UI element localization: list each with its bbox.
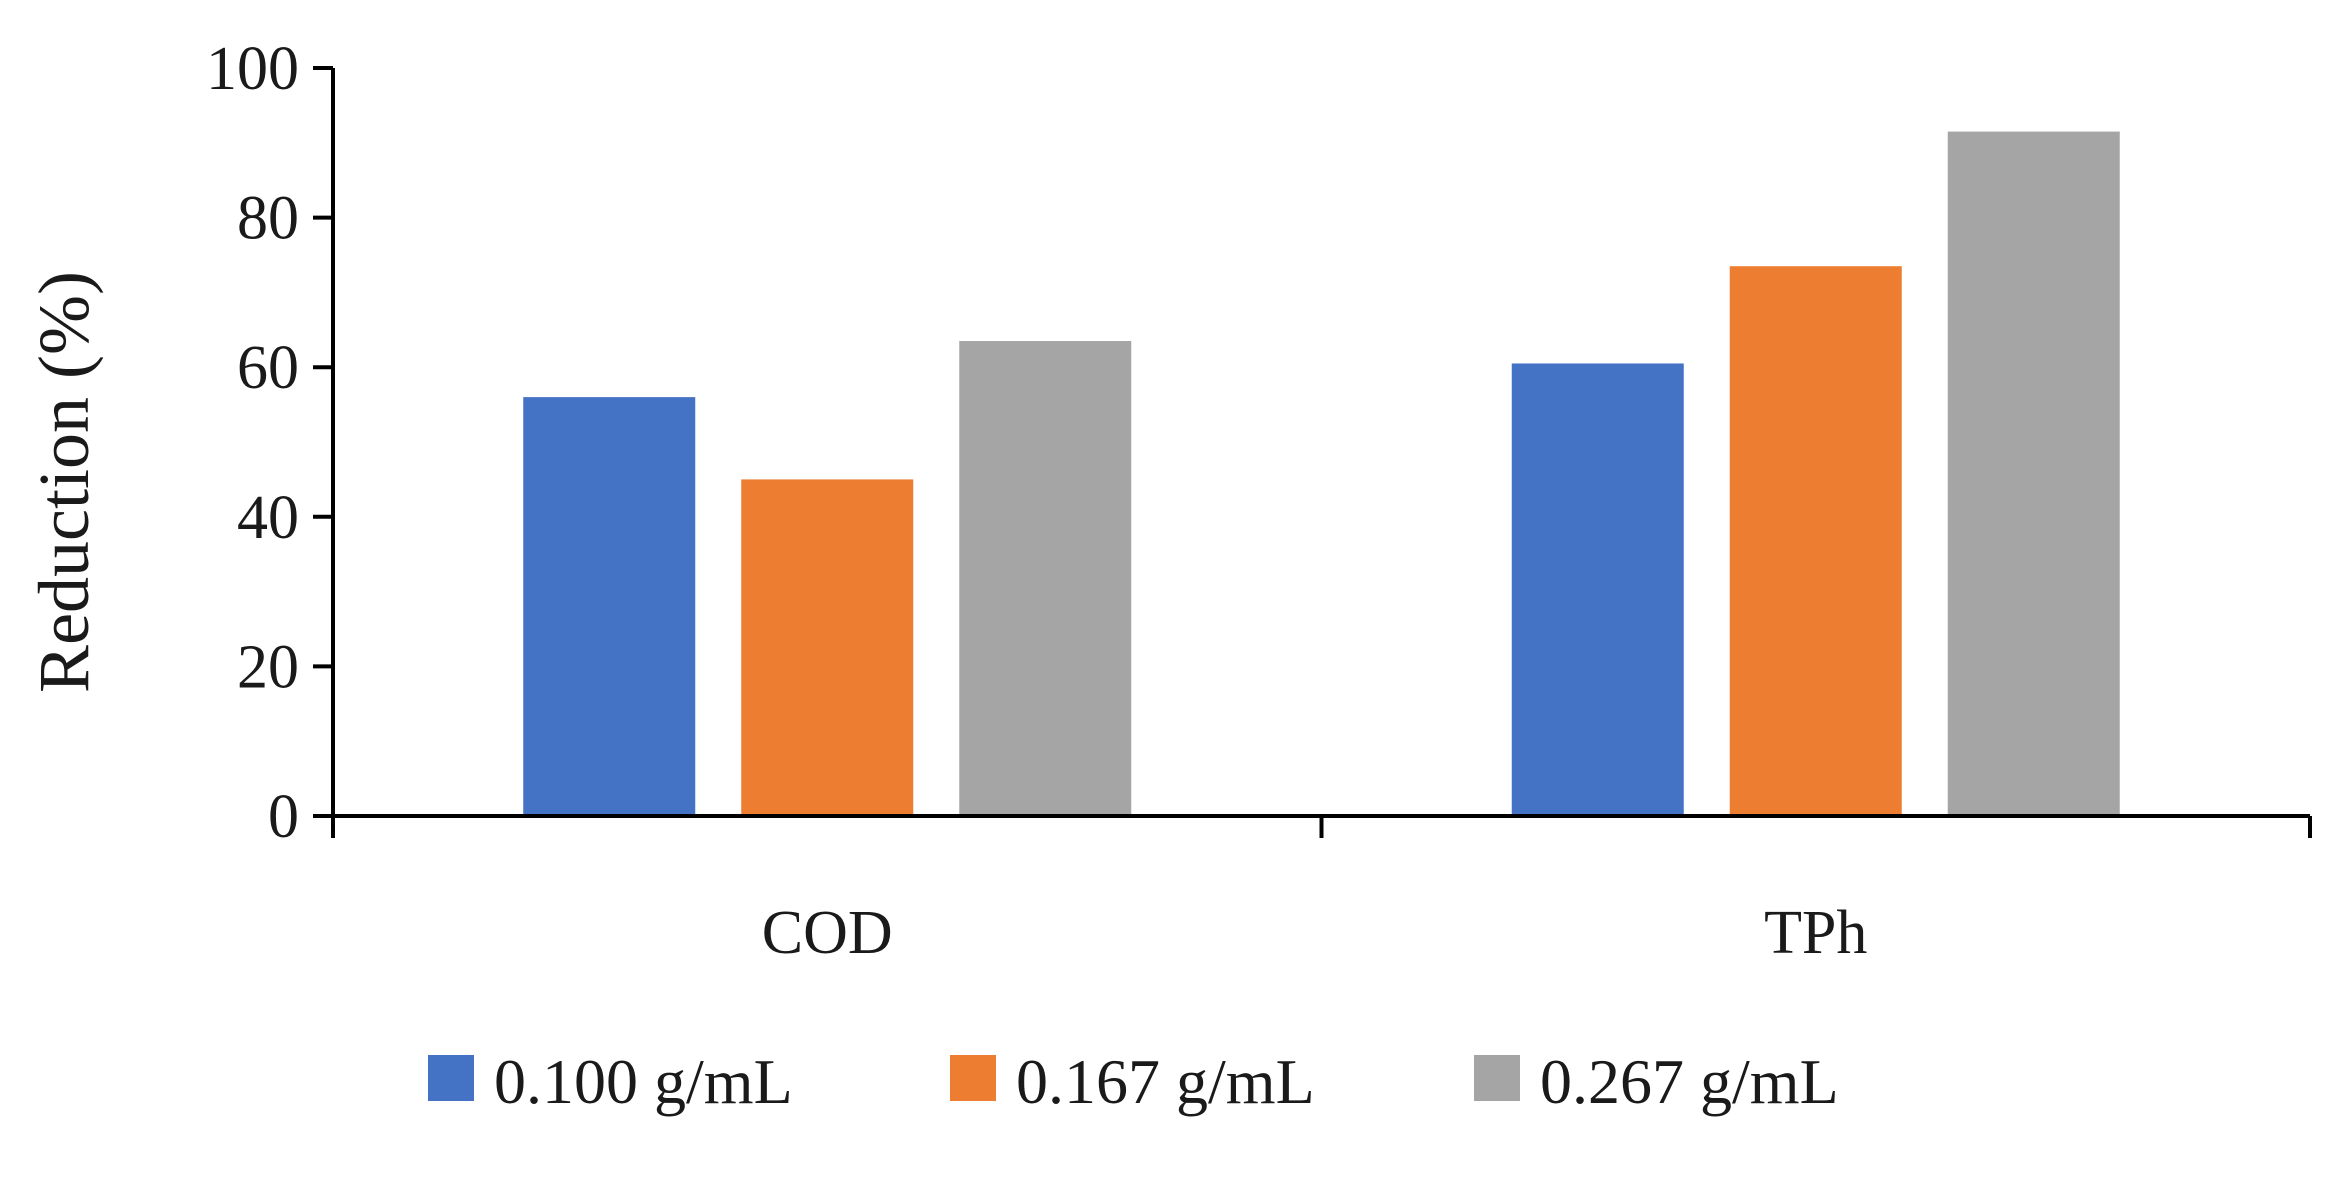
y-tick-label: 40	[237, 484, 299, 552]
bars-group	[523, 131, 2120, 817]
legend-swatch-series-3	[1474, 1055, 1520, 1101]
x-ticks-group: COD TPh	[331, 816, 2312, 967]
legend: 0.100 g/mL 0.167 g/mL 0.267 g/mL	[428, 1046, 1839, 1117]
y-tick-label: 80	[237, 185, 299, 253]
y-tick-label: 0	[268, 783, 299, 851]
y-tick-label: 100	[206, 35, 299, 103]
bar-tph-series-1	[1511, 363, 1684, 816]
legend-label-series-3: 0.267 g/mL	[1540, 1046, 1839, 1117]
x-tick-label: COD	[762, 899, 893, 967]
legend-swatch-series-1	[428, 1055, 474, 1101]
bar-cod-series-2	[741, 479, 914, 816]
y-ticks-group: 0 20 40 60 80 100	[206, 35, 333, 851]
bar-cod-series-1	[523, 397, 696, 816]
bar-cod-series-3	[959, 341, 1132, 816]
x-tick-label: TPh	[1764, 899, 1867, 967]
legend-label-series-2: 0.167 g/mL	[1016, 1046, 1315, 1117]
y-tick-label: 20	[237, 633, 299, 701]
bar-tph-series-3	[1947, 131, 2120, 816]
legend-swatch-series-2	[950, 1055, 996, 1101]
bar-tph-series-2	[1729, 266, 1902, 817]
y-tick-label: 60	[237, 334, 299, 402]
y-axis-title: Reduction (%)	[24, 271, 104, 693]
legend-label-series-1: 0.100 g/mL	[494, 1046, 793, 1117]
